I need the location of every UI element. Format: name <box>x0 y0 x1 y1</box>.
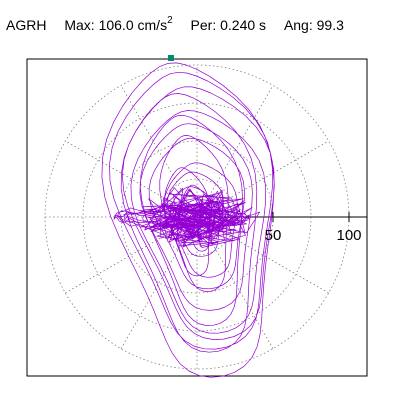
x-tick-label: 50 <box>265 227 282 244</box>
max-marker <box>167 54 174 61</box>
ang-label: Ang: <box>283 16 313 33</box>
per-label: Per: <box>190 16 217 33</box>
orbit-traces <box>101 62 275 378</box>
markers <box>167 54 174 61</box>
axes <box>197 212 367 222</box>
orbit-path <box>101 62 275 378</box>
max-unit: cm/s <box>137 16 168 33</box>
per-value: 0.240 s <box>220 16 267 33</box>
tick-labels: 50 100 <box>265 227 362 244</box>
component-label: AGRH <box>6 16 47 33</box>
x-tick-label: 100 <box>336 227 361 244</box>
max-unit-exponent: 2 <box>167 15 173 26</box>
ang-value: 99.3 <box>316 16 344 33</box>
max-label: Max: <box>64 16 95 33</box>
max-value: 106.0 <box>98 16 134 33</box>
header: AGRH Max: 106.0 cm/s2 Per: 0.240 s Ang: … <box>6 15 344 33</box>
